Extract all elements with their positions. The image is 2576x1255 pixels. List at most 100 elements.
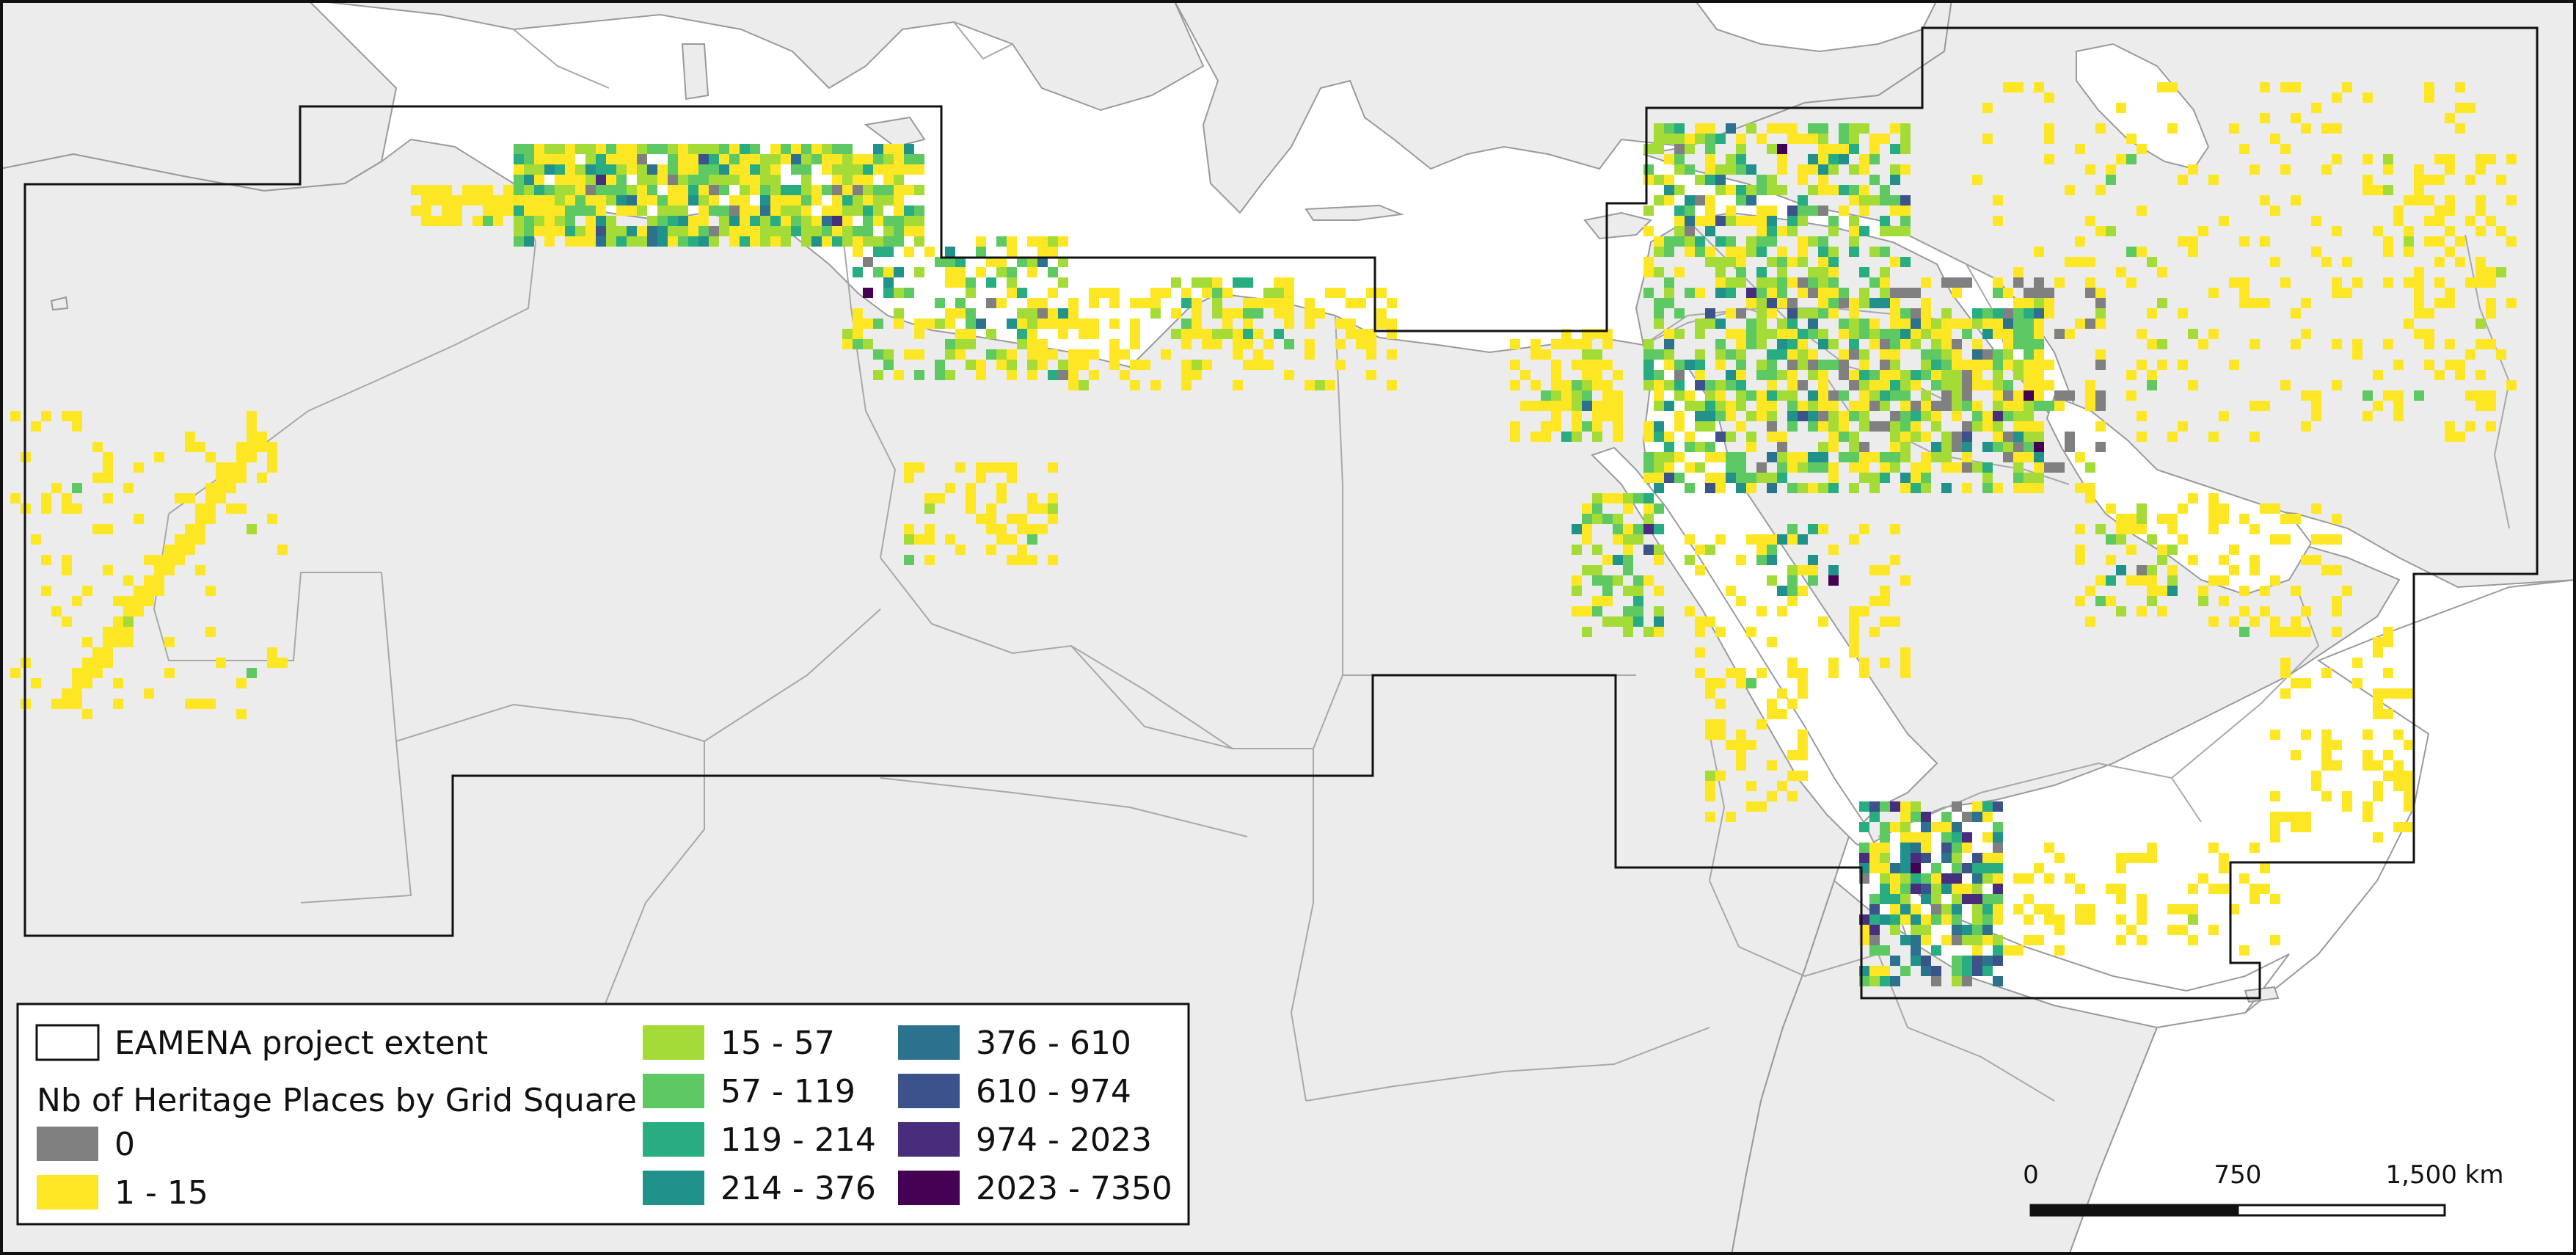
grid-square	[1880, 185, 1890, 195]
grid-square	[575, 236, 585, 247]
grid-square	[924, 247, 935, 257]
grid-square	[1931, 914, 1941, 925]
grid-square	[1274, 298, 1284, 308]
grid-square	[1890, 884, 1900, 894]
grid-square	[1561, 401, 1572, 411]
grid-square	[770, 195, 781, 205]
grid-square	[2137, 247, 2147, 257]
grid-square	[1243, 319, 1253, 329]
grid-square	[1941, 822, 1952, 832]
grid-square	[2393, 822, 2404, 832]
grid-square	[1890, 360, 1900, 370]
grid-square	[205, 627, 216, 637]
grid-square	[863, 175, 873, 185]
grid-square	[534, 164, 544, 175]
grid-square	[1818, 134, 1828, 144]
grid-square	[1705, 616, 1715, 627]
grid-square	[1798, 360, 1808, 370]
grid-square	[1921, 298, 1931, 308]
grid-square	[596, 216, 606, 226]
grid-square	[1869, 596, 1880, 606]
grid-square	[1869, 925, 1880, 935]
grid-square	[514, 216, 524, 226]
grid-square	[1572, 360, 1582, 370]
grid-square	[832, 236, 842, 247]
grid-square	[2496, 349, 2506, 360]
grid-square	[2280, 534, 2291, 545]
grid-square	[2137, 606, 2147, 616]
grid-square	[524, 216, 534, 226]
grid-square	[2455, 103, 2465, 113]
grid-square	[2465, 390, 2475, 401]
grid-square	[1808, 565, 1818, 575]
grid-square	[2404, 247, 2414, 257]
grid-square	[1592, 503, 1602, 514]
grid-square	[1695, 288, 1705, 298]
grid-square	[2332, 627, 2342, 637]
grid-square	[1007, 267, 1017, 277]
grid-square	[801, 216, 811, 226]
grid-square	[1726, 740, 1736, 750]
grid-square	[976, 360, 986, 370]
grid-square	[2095, 421, 2106, 432]
grid-square	[1674, 421, 1685, 432]
grid-square	[678, 236, 688, 247]
grid-square	[1818, 442, 1828, 452]
grid-square	[1787, 462, 1798, 473]
grid-square	[2013, 277, 2024, 288]
grid-square	[1582, 390, 1592, 401]
grid-square	[914, 236, 924, 247]
grid-square	[103, 647, 113, 658]
grid-square	[1284, 298, 1294, 308]
grid-square	[1572, 401, 1582, 411]
grid-square	[1941, 843, 1952, 853]
grid-square	[1068, 298, 1079, 308]
grid-square	[904, 205, 914, 216]
grid-square	[1530, 380, 1541, 390]
grid-square	[411, 205, 421, 216]
grid-square	[811, 154, 822, 164]
grid-square	[1880, 452, 1890, 462]
grid-square	[1808, 267, 1818, 277]
grid-square	[863, 288, 873, 298]
grid-square	[873, 164, 883, 175]
grid-square	[1068, 319, 1079, 329]
grid-square	[1705, 719, 1715, 730]
grid-square	[2475, 154, 2486, 164]
grid-square	[2065, 873, 2075, 884]
grid-square	[1048, 555, 1058, 565]
grid-square	[1664, 452, 1674, 462]
grid-square	[544, 154, 555, 164]
grid-square	[1674, 123, 1685, 134]
grid-square	[1808, 390, 1818, 401]
grid-square	[2178, 534, 2188, 545]
grid-square	[842, 339, 853, 349]
grid-square	[1181, 380, 1192, 390]
grid-square	[2229, 545, 2239, 555]
grid-square	[1911, 863, 1921, 873]
grid-square	[750, 144, 760, 154]
grid-square	[1777, 462, 1787, 473]
grid-square	[1263, 298, 1274, 308]
grid-square	[1551, 421, 1561, 432]
grid-square	[1767, 411, 1777, 421]
grid-square	[2301, 812, 2311, 822]
grid-square	[1952, 853, 1962, 863]
grid-square	[1695, 401, 1705, 411]
grid-square	[740, 164, 750, 175]
grid-square	[1900, 884, 1911, 894]
grid-square	[1613, 401, 1623, 411]
grid-square	[1818, 401, 1828, 411]
grid-square	[2239, 606, 2250, 616]
grid-square	[1613, 421, 1623, 432]
grid-square	[1993, 319, 2003, 329]
grid-square	[1880, 976, 1890, 986]
grid-square	[740, 195, 750, 205]
grid-square	[1654, 421, 1664, 432]
grid-square	[2239, 144, 2250, 154]
grid-square	[1900, 370, 1911, 380]
grid-square	[51, 699, 62, 709]
grid-square	[2198, 339, 2208, 349]
grid-square	[1356, 298, 1366, 308]
grid-square	[853, 154, 863, 164]
